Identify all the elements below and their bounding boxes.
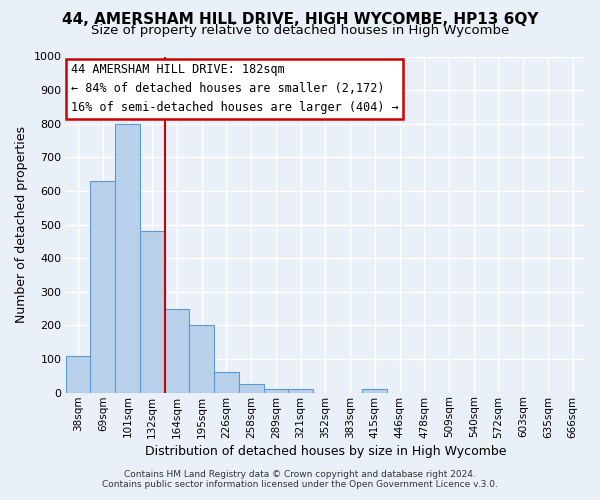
Text: Size of property relative to detached houses in High Wycombe: Size of property relative to detached ho… xyxy=(91,24,509,37)
Bar xyxy=(66,356,91,393)
Text: Contains HM Land Registry data © Crown copyright and database right 2024.
Contai: Contains HM Land Registry data © Crown c… xyxy=(102,470,498,489)
Bar xyxy=(263,388,288,392)
Text: 44 AMERSHAM HILL DRIVE: 182sqm
← 84% of detached houses are smaller (2,172)
16% : 44 AMERSHAM HILL DRIVE: 182sqm ← 84% of … xyxy=(71,63,398,114)
Bar xyxy=(140,232,164,392)
Bar xyxy=(239,384,263,392)
X-axis label: Distribution of detached houses by size in High Wycombe: Distribution of detached houses by size … xyxy=(145,444,506,458)
Bar xyxy=(362,390,387,392)
Bar xyxy=(91,181,115,392)
Text: 44, AMERSHAM HILL DRIVE, HIGH WYCOMBE, HP13 6QY: 44, AMERSHAM HILL DRIVE, HIGH WYCOMBE, H… xyxy=(62,12,538,28)
Bar xyxy=(164,308,190,392)
Y-axis label: Number of detached properties: Number of detached properties xyxy=(15,126,28,323)
Bar xyxy=(288,390,313,392)
Bar xyxy=(214,372,239,392)
Bar xyxy=(115,124,140,392)
Bar xyxy=(190,326,214,392)
